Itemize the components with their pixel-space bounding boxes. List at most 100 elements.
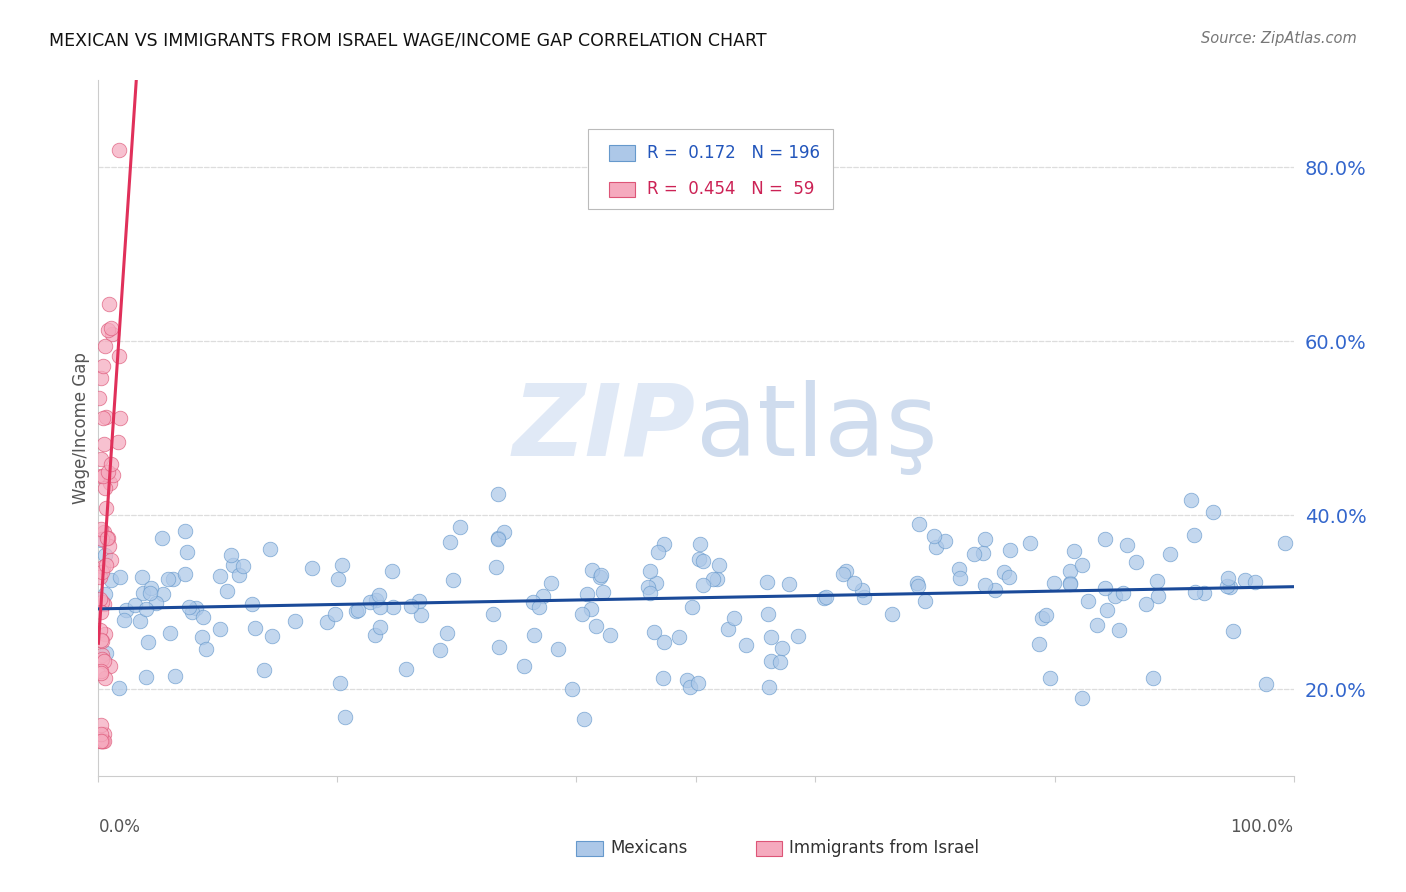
Bar: [576, 841, 603, 856]
Point: [381, 564, 404, 578]
Point: [778, 576, 800, 591]
Point: [97, 531, 120, 545]
Point: [328, 572, 350, 586]
Point: [1233, 574, 1256, 588]
Point: [228, 567, 250, 582]
Point: [139, 586, 162, 600]
Point: [124, 598, 146, 612]
Point: [94, 409, 117, 424]
Point: [759, 654, 782, 668]
Point: [1077, 594, 1099, 608]
Point: [191, 610, 214, 624]
Point: [94, 339, 117, 353]
Point: [135, 670, 157, 684]
Point: [194, 641, 217, 656]
Point: [853, 590, 876, 604]
Point: [135, 601, 157, 615]
Point: [89, 624, 111, 638]
Point: [1097, 603, 1119, 617]
Point: [242, 597, 264, 611]
Point: [93, 727, 115, 741]
Point: [174, 524, 197, 538]
Point: [91, 595, 114, 609]
Point: [949, 571, 972, 585]
Point: [98, 658, 121, 673]
Point: [107, 143, 129, 157]
Text: R =  0.172   N = 196: R = 0.172 N = 196: [647, 144, 820, 162]
Point: [209, 622, 232, 636]
Point: [103, 468, 125, 483]
Point: [575, 587, 598, 601]
Point: [770, 640, 793, 655]
Point: [905, 576, 928, 591]
Point: [301, 561, 323, 575]
Point: [409, 607, 432, 622]
Point: [449, 520, 471, 534]
Point: [94, 646, 117, 660]
Point: [1085, 617, 1108, 632]
Point: [652, 537, 675, 551]
Point: [513, 659, 536, 673]
Point: [681, 600, 703, 615]
Point: [89, 570, 111, 584]
Point: [1182, 528, 1205, 542]
Point: [637, 580, 659, 594]
Text: MEXICAN VS IMMIGRANTS FROM ISRAEL WAGE/INCOME GAP CORRELATION CHART: MEXICAN VS IMMIGRANTS FROM ISRAEL WAGE/I…: [49, 31, 766, 49]
Point: [145, 596, 167, 610]
Point: [647, 545, 669, 559]
Point: [581, 563, 603, 577]
Point: [368, 620, 391, 634]
Point: [399, 599, 422, 614]
Point: [1180, 492, 1202, 507]
Point: [723, 611, 745, 625]
Point: [90, 717, 112, 731]
Point: [1108, 624, 1130, 638]
Point: [94, 586, 117, 600]
Point: [347, 603, 370, 617]
Point: [165, 669, 187, 683]
Point: [842, 575, 865, 590]
Point: [219, 548, 242, 562]
Text: Immigrants from Israel: Immigrants from Israel: [789, 839, 979, 857]
Point: [93, 549, 115, 563]
Point: [851, 582, 873, 597]
Point: [90, 727, 112, 741]
Point: [1071, 691, 1094, 706]
Point: [914, 593, 936, 607]
Point: [93, 734, 115, 748]
Point: [707, 558, 730, 573]
Point: [100, 573, 122, 587]
Point: [90, 633, 112, 648]
Point: [638, 586, 661, 600]
Point: [441, 573, 464, 587]
Point: [1031, 611, 1053, 625]
Point: [1274, 536, 1296, 550]
Point: [1159, 547, 1181, 561]
Point: [925, 540, 948, 554]
Point: [131, 569, 153, 583]
Text: atlaş: atlaş: [696, 380, 938, 476]
Point: [152, 587, 174, 601]
Point: [486, 532, 509, 546]
Point: [129, 615, 152, 629]
Point: [571, 607, 593, 622]
Point: [262, 629, 284, 643]
Point: [208, 568, 231, 582]
Point: [922, 529, 945, 543]
Point: [139, 581, 162, 595]
Point: [91, 469, 114, 483]
Point: [436, 625, 458, 640]
Point: [769, 655, 792, 669]
Point: [1043, 576, 1066, 591]
Text: ZIP: ZIP: [513, 380, 696, 476]
Point: [329, 676, 352, 690]
Point: [100, 457, 122, 471]
Bar: [609, 182, 636, 197]
Point: [184, 601, 207, 615]
Point: [395, 662, 418, 676]
Point: [963, 547, 986, 561]
Point: [998, 543, 1021, 558]
Point: [1135, 597, 1157, 611]
Point: [150, 532, 173, 546]
Point: [668, 630, 690, 644]
